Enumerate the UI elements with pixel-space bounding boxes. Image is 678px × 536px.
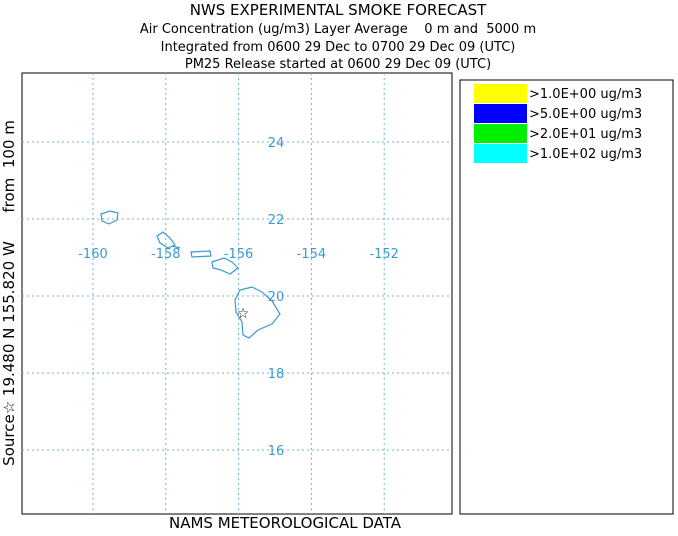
- footer: NAMS METEOROLOGICAL DATA: [169, 514, 402, 532]
- legend-swatch: [474, 104, 527, 123]
- legend-swatch: [474, 84, 527, 103]
- source-label: Source☆ 19.480 N 155.820 W from 100 m: [0, 120, 18, 466]
- subtitle: Air Concentration (ug/m3) Layer Average …: [140, 22, 536, 37]
- lat-label: 24: [268, 136, 285, 151]
- legend-label: >1.0E+00 ug/m3: [529, 87, 642, 102]
- legend-label: >5.0E+00 ug/m3: [529, 107, 642, 122]
- lon-label: -158: [151, 247, 181, 262]
- lon-label: -152: [369, 247, 399, 262]
- lat-label: 18: [268, 367, 285, 382]
- lat-label: 20: [268, 290, 285, 305]
- legend-label: >1.0E+02 ug/m3: [529, 147, 642, 162]
- legend-label: >2.0E+01 ug/m3: [529, 127, 642, 142]
- legend: >1.0E+00 ug/m3 >5.0E+00 ug/m3 >2.0E+01 ug/…: [474, 84, 642, 163]
- legend-frame: [459, 79, 674, 515]
- graticule: -160 -158 -156 -154 -152 24 22 20 18 16: [22, 73, 452, 514]
- lon-label: -156: [224, 247, 254, 262]
- lat-label: 22: [268, 213, 285, 228]
- islands: [100, 210, 281, 339]
- lon-label: -154: [297, 247, 327, 262]
- title: NWS EXPERIMENTAL SMOKE FORECAST: [190, 1, 487, 19]
- legend-swatch: [474, 124, 527, 143]
- lat-label: 16: [268, 444, 285, 459]
- map-frame: [21, 72, 453, 515]
- subtitle: Integrated from 0600 29 Dec to 0700 29 D…: [161, 40, 516, 55]
- legend-swatch: [474, 144, 527, 163]
- lon-label: -160: [78, 247, 108, 262]
- subtitle: PM25 Release started at 0600 29 Dec 09 (…: [185, 57, 491, 72]
- source-marker: ☆: [237, 306, 250, 322]
